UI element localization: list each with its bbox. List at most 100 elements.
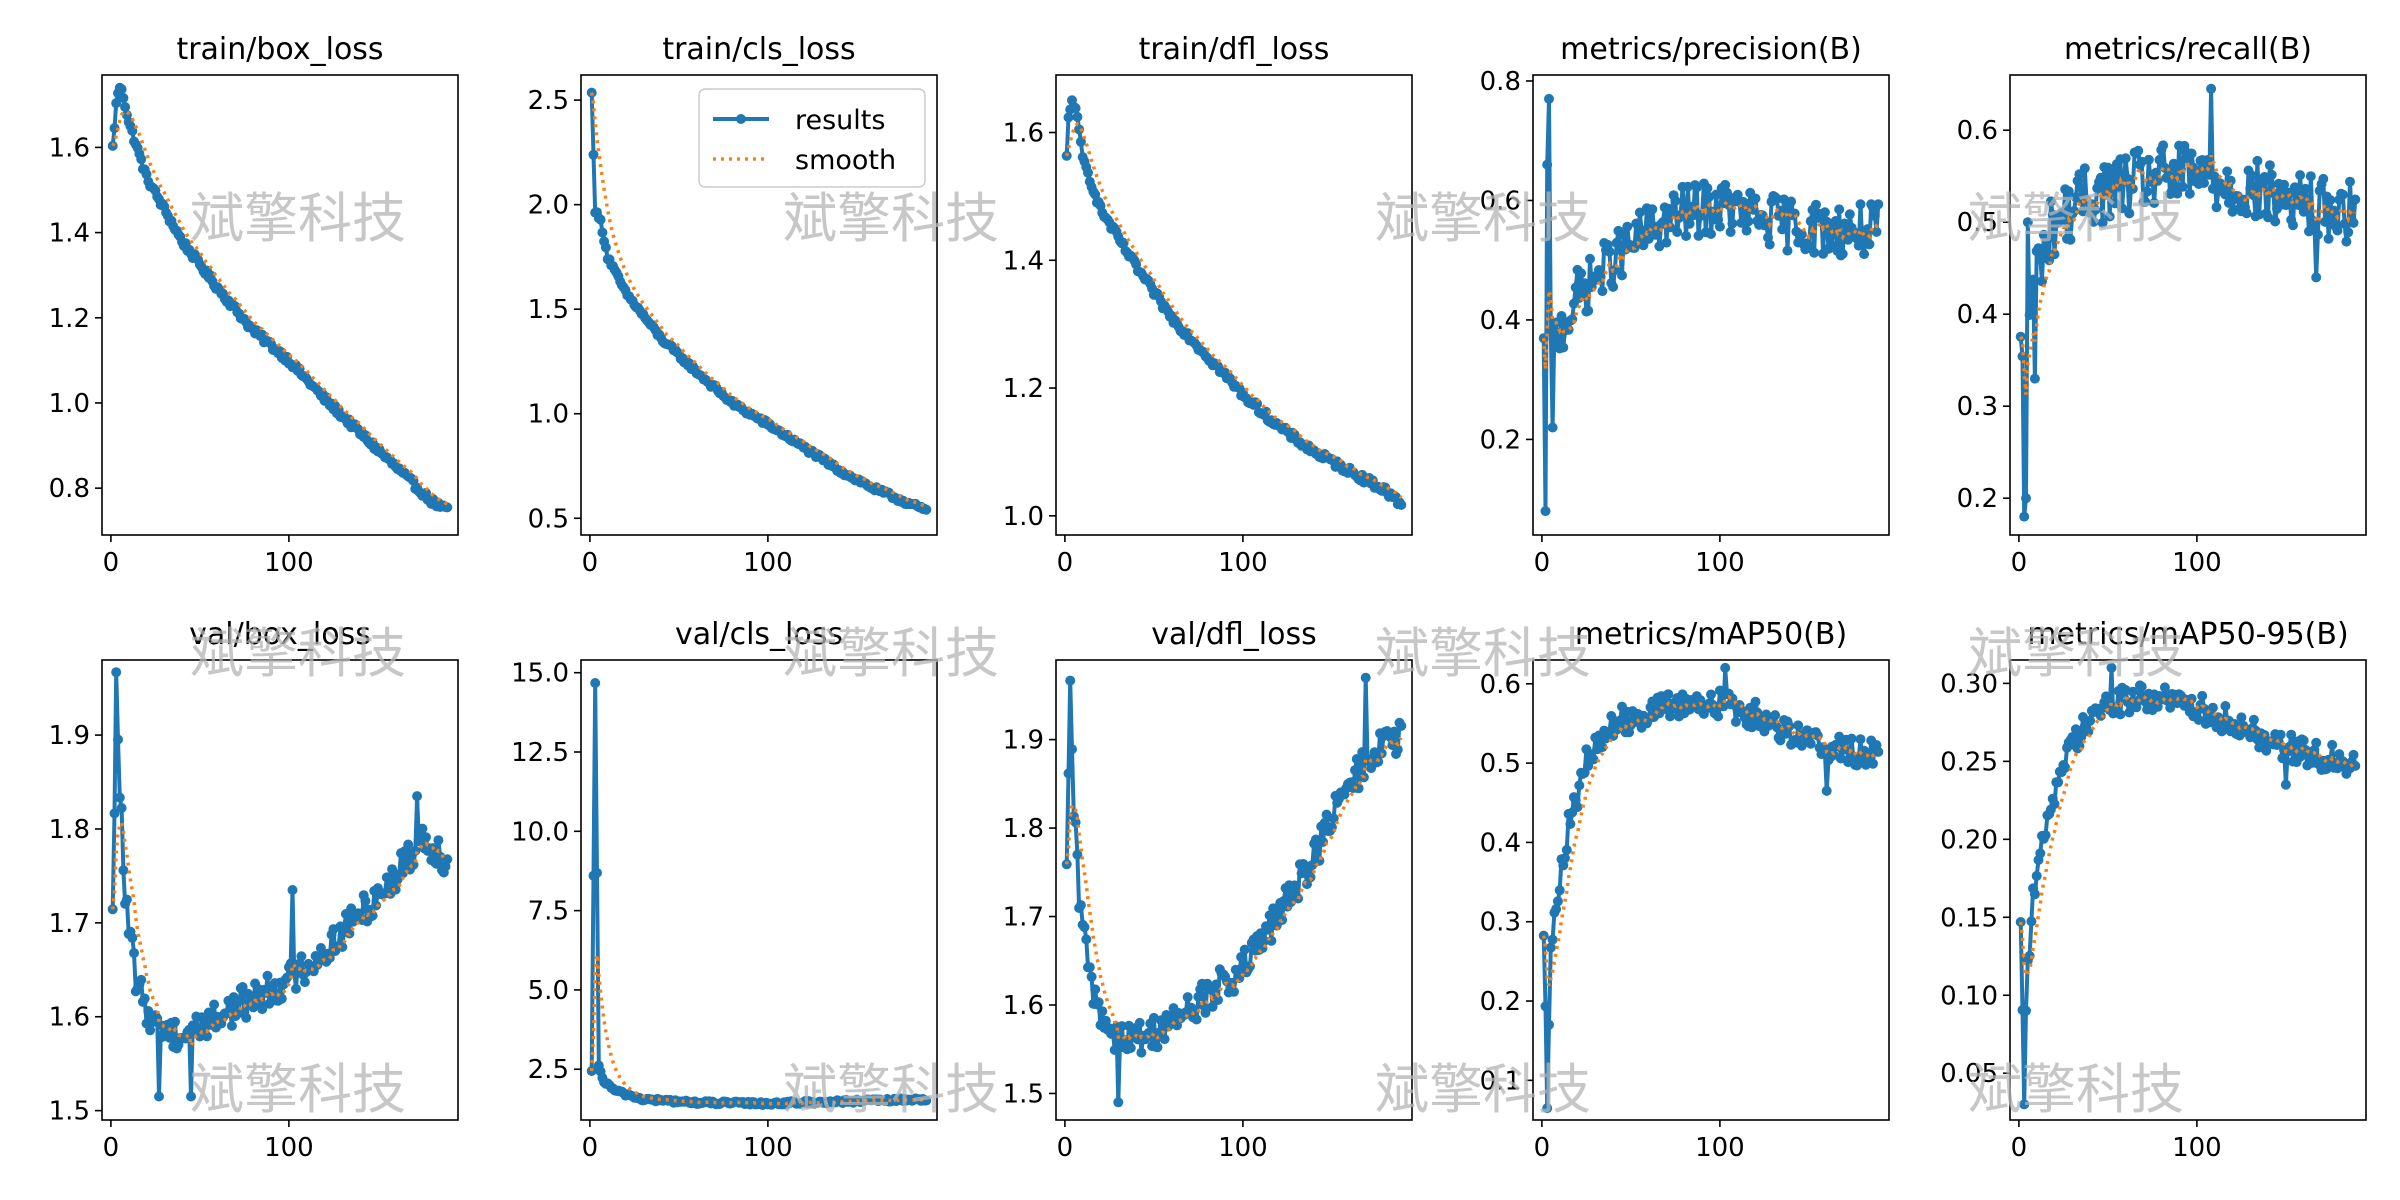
results-point [1563,324,1574,335]
results-point [2028,274,2039,285]
results-point [1739,198,1750,209]
results-point [2120,153,2131,164]
results-point [2026,916,2037,927]
plot-area [1538,93,1884,517]
results-point [1542,1103,1553,1114]
results-point [1855,734,1866,745]
results-point [1097,1006,1108,1017]
watermark-text: 斌擎科技 [1968,1058,2184,1121]
results-point [2117,203,2128,214]
subplot-6: val/box_loss 0 100 1.5 1.6 1.7 1.8 1.9 [49,617,459,1163]
results-point [114,792,125,803]
results-point [1067,744,1077,755]
results-point [2065,234,2076,245]
y-tick-label: 1.9 [1003,726,1044,756]
results-series-line [110,85,448,510]
results-point [1079,922,1090,933]
results-point [1706,689,1716,700]
results-point [2106,662,2117,673]
results-point [1351,754,1362,764]
results-point [2140,696,2151,707]
results-point [421,832,431,843]
results-point [1844,209,1855,220]
results-point [1081,934,1092,945]
results-point [1542,159,1553,170]
results-point [1672,227,1683,237]
results-point [2345,176,2355,187]
smooth-series-line [589,92,927,509]
results-point [588,149,599,160]
y-tick-label: 0.8 [49,474,90,504]
results-point [2063,186,2074,197]
results-point [597,227,608,238]
results-point [2143,154,2154,165]
results-point [381,872,392,883]
results-point [344,928,355,939]
results-point [1583,305,1594,316]
results-point [1574,780,1585,791]
results-point [2264,160,2275,171]
results-point [1608,281,1619,292]
results-point [296,951,307,962]
results-point [2031,870,2042,881]
results-point [2049,249,2060,260]
results-point [1090,189,1101,200]
results-point [2280,200,2291,211]
subplot-title: train/dfl_loss [1139,32,1330,67]
results-point [1116,1021,1127,1032]
results-point [2341,236,2352,247]
results-point [1353,783,1364,794]
results-point [2168,158,2179,169]
watermark-text: 斌擎科技 [190,622,406,685]
results-point [2104,211,2115,222]
results-point [2332,225,2343,236]
plot-area [586,87,932,515]
watermark-text: 斌擎科技 [190,187,406,250]
subplot-title: train/cls_loss [662,32,855,67]
legend-box [698,88,926,188]
results-point [2302,201,2313,212]
watermark-text: 斌擎科技 [783,187,999,250]
subplot-title: metrics/precision(B) [1560,32,1862,67]
results-point [2229,719,2240,729]
results-point [1213,995,1223,1005]
y-tick-label: 0.4 [1480,828,1521,858]
results-point [1855,199,1866,210]
results-point [287,885,298,895]
results-point [1727,218,1738,229]
results-point [1083,167,1093,178]
results-point [1793,720,1804,731]
smooth-series-line [2018,694,2356,980]
results-series-line [1064,98,1403,507]
smooth-series-line [2019,154,2357,395]
results-point [232,997,243,1008]
results-point [2288,220,2298,231]
results-point [226,1020,237,1031]
watermark-text: 斌擎科技 [1375,1058,1591,1121]
results-point [387,864,398,875]
results-point [1211,979,1222,990]
y-tick-label: 1.8 [49,815,90,845]
results-point [2029,373,2040,384]
results-point [2277,753,2288,764]
results-point [2206,83,2217,94]
plot-area [107,667,453,1102]
results-point [1259,935,1270,946]
subplot-title: val/dfl_loss [1151,617,1316,652]
results-point [1714,221,1725,232]
legend: results smooth [698,88,926,188]
results-point [2079,163,2090,174]
smooth-series-line [111,109,448,506]
results-point [2275,729,2286,740]
results-point [2172,188,2183,199]
y-tick-label: 1.7 [49,909,90,939]
x-tick-label: 0 [103,548,120,578]
results-point [2019,511,2030,522]
results-point [417,823,428,834]
results-point [1143,1027,1154,1038]
y-tick-label: 0.3 [1957,392,1998,422]
y-tick-label: 1.2 [1003,374,1044,404]
results-point [1396,499,1407,510]
results-point [186,1091,196,1102]
results-point [2022,217,2033,228]
